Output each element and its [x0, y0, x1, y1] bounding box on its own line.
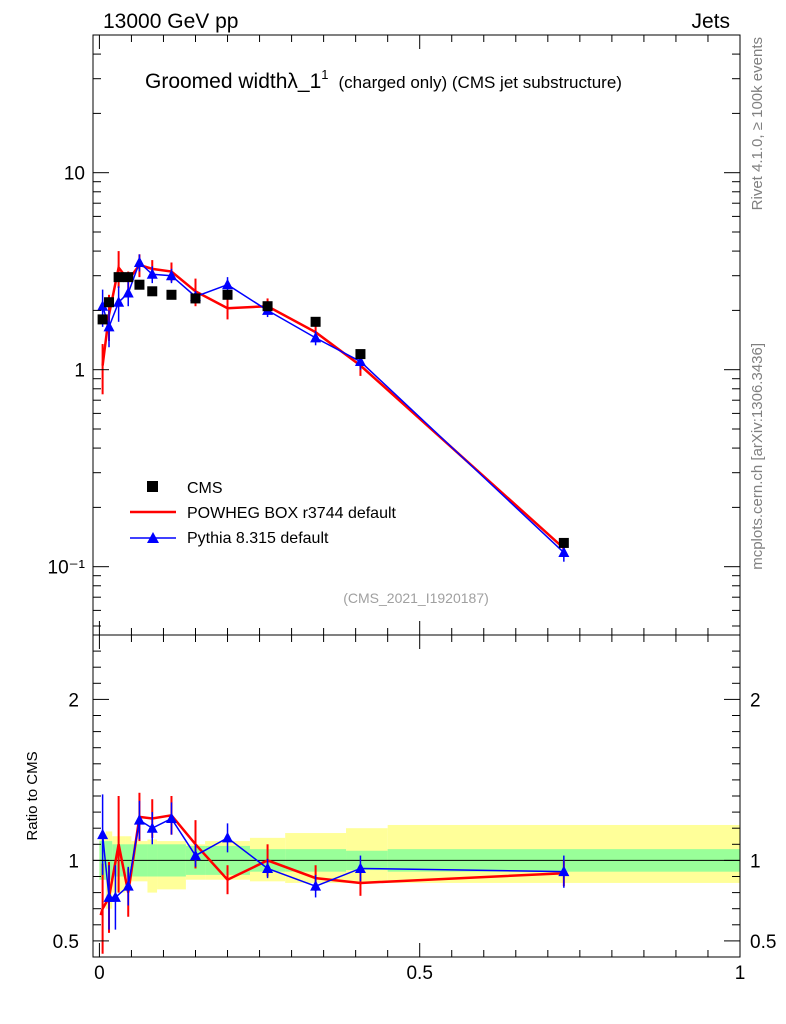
ratio-x-tick-label: 0.5	[406, 963, 432, 984]
cms-point	[147, 286, 158, 297]
legend-cms-marker	[147, 481, 158, 492]
pythia-point	[103, 320, 115, 332]
pythia-point	[354, 355, 366, 367]
pythia-point	[146, 268, 158, 279]
cms-point	[104, 297, 115, 308]
ratio-y-tick-label-right: 2	[750, 690, 761, 711]
ratio-y-tick-label: 0.5	[53, 932, 79, 953]
ratio-pythia-point	[189, 849, 201, 861]
ratio-pythia-point	[262, 862, 274, 873]
plot-title: Groomed widthλ_11 (charged only) (CMS jet…	[145, 67, 622, 93]
title-sub: (charged only) (CMS jet substructure)	[339, 73, 622, 92]
ratio-y-tick-label-right: 0.5	[750, 932, 776, 953]
ratio-pythia-point	[146, 822, 158, 833]
ratio-pythia-point	[354, 862, 366, 873]
legend-pythia-marker	[147, 532, 159, 543]
cms-point	[166, 289, 177, 300]
main-y-tick-label: 1	[74, 361, 85, 382]
legend-powheg-label: POWHEG BOX r3744 default	[187, 505, 397, 522]
ratio-ylabel: Ratio to CMS	[24, 751, 41, 840]
legend-pythia-label: Pythia 8.315 default	[187, 530, 329, 547]
pythia-point	[133, 256, 145, 268]
cms-point	[113, 272, 124, 283]
analysis-tag: (CMS_2021_I1920187)	[343, 590, 489, 606]
ratio-x-tick-label: 1	[735, 963, 746, 984]
pythia-point	[122, 287, 134, 298]
pythia-point	[558, 546, 570, 558]
cms-point	[310, 316, 321, 327]
header-right: Jets	[691, 10, 730, 33]
header-left: 13000 GeV pp	[103, 10, 238, 33]
ratio-x-tick-label: 0	[94, 963, 105, 984]
pythia-point	[113, 296, 125, 307]
ratio-panel: 0 0.5 10.5 0.51 12 2 Ratio to CMS	[24, 634, 776, 984]
main-y-tick-label: 10	[64, 164, 85, 185]
cms-point	[123, 272, 134, 283]
cms-point	[134, 279, 145, 290]
main-y-tick-label: 10⁻¹	[48, 558, 86, 579]
cms-point	[262, 301, 273, 312]
legend-cms-label: CMS	[187, 480, 223, 497]
cms-point	[558, 537, 569, 548]
title-lambda: λ_1	[287, 70, 321, 93]
rivet-label: Rivet 4.1.0, ≥ 100k events	[749, 37, 766, 210]
pythia-point	[310, 331, 322, 343]
title-main: Groomed width	[145, 70, 287, 93]
title-superscript: 1	[321, 67, 328, 82]
ratio-powheg-line	[99, 813, 564, 916]
ratio-pythia-point	[165, 812, 177, 824]
ratio-pythia-point	[558, 865, 570, 877]
ratio-frame	[92, 634, 741, 958]
cms-point	[97, 314, 108, 325]
ratio-pythia-point	[222, 831, 234, 843]
ratio-pythia-point	[310, 880, 322, 891]
ratio-pythia-point	[97, 828, 109, 840]
ratio-y-tick-label: 1	[68, 851, 79, 872]
pythia-point	[165, 269, 177, 281]
ratio-pythia-point	[109, 891, 121, 902]
mcplots-label: mcplots.cern.ch [arXiv:1306.3436]	[749, 343, 766, 570]
ratio-pythia-point	[133, 814, 145, 825]
ratio-pythia-point	[122, 880, 134, 891]
pythia-point	[222, 278, 234, 290]
cms-point	[222, 289, 233, 300]
cms-point	[190, 293, 201, 304]
pythia-point	[97, 300, 109, 311]
cms-point	[355, 349, 366, 360]
legend: CMS POWHEG BOX r3744 default Pythia 8.31…	[130, 480, 397, 547]
ratio-y-tick-label: 2	[68, 690, 79, 711]
ratio-y-tick-label-right: 1	[750, 851, 761, 872]
